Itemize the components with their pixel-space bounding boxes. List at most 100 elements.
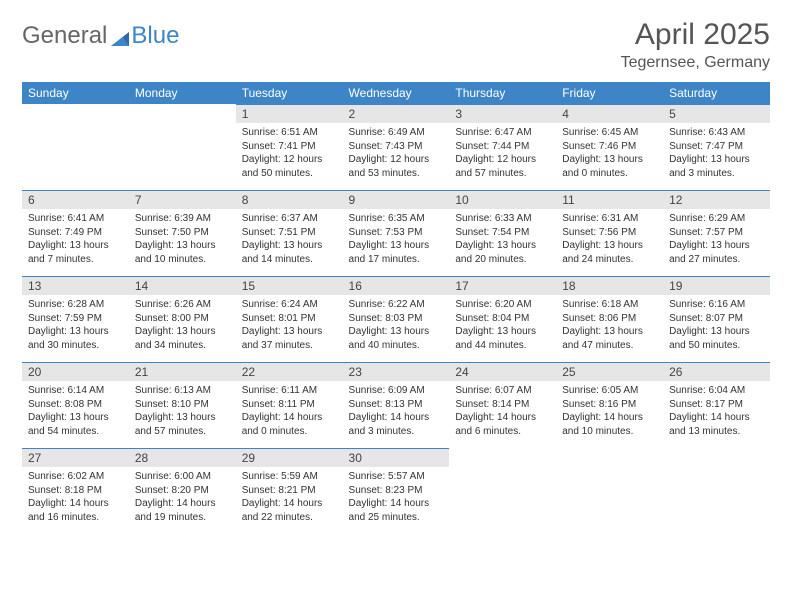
- day-details: Sunrise: 6:51 AMSunset: 7:41 PMDaylight:…: [236, 123, 343, 182]
- sunrise-line: Sunrise: 6:33 AM: [455, 212, 550, 226]
- sunrise-line: Sunrise: 6:02 AM: [28, 470, 123, 484]
- calendar-day-cell: 17Sunrise: 6:20 AMSunset: 8:04 PMDayligh…: [449, 276, 556, 362]
- day-number: 15: [236, 276, 343, 295]
- sunrise-line: Sunrise: 6:11 AM: [242, 384, 337, 398]
- day-details: Sunrise: 6:16 AMSunset: 8:07 PMDaylight:…: [663, 295, 770, 354]
- sunset-line: Sunset: 8:14 PM: [455, 398, 550, 412]
- daylight-line: Daylight: 14 hours and 19 minutes.: [135, 497, 230, 524]
- calendar-day-cell: [663, 448, 770, 534]
- day-number: 23: [343, 362, 450, 381]
- sunset-line: Sunset: 7:41 PM: [242, 140, 337, 154]
- sunrise-line: Sunrise: 6:37 AM: [242, 212, 337, 226]
- sunrise-line: Sunrise: 6:47 AM: [455, 126, 550, 140]
- calendar-day-cell: 9Sunrise: 6:35 AMSunset: 7:53 PMDaylight…: [343, 190, 450, 276]
- day-number: 9: [343, 190, 450, 209]
- calendar-day-cell: 7Sunrise: 6:39 AMSunset: 7:50 PMDaylight…: [129, 190, 236, 276]
- day-number: 26: [663, 362, 770, 381]
- day-number: 30: [343, 448, 450, 467]
- day-number: 2: [343, 104, 450, 123]
- calendar-day-cell: 23Sunrise: 6:09 AMSunset: 8:13 PMDayligh…: [343, 362, 450, 448]
- weekday-header: Wednesday: [343, 82, 450, 104]
- calendar-week-row: 20Sunrise: 6:14 AMSunset: 8:08 PMDayligh…: [22, 362, 770, 448]
- calendar-day-cell: 3Sunrise: 6:47 AMSunset: 7:44 PMDaylight…: [449, 104, 556, 190]
- weekday-header: Tuesday: [236, 82, 343, 104]
- daylight-line: Daylight: 13 hours and 3 minutes.: [669, 153, 764, 180]
- calendar-day-cell: 12Sunrise: 6:29 AMSunset: 7:57 PMDayligh…: [663, 190, 770, 276]
- daylight-line: Daylight: 14 hours and 22 minutes.: [242, 497, 337, 524]
- daylight-line: Daylight: 13 hours and 14 minutes.: [242, 239, 337, 266]
- weekday-header: Saturday: [663, 82, 770, 104]
- sunset-line: Sunset: 7:50 PM: [135, 226, 230, 240]
- sunrise-line: Sunrise: 6:07 AM: [455, 384, 550, 398]
- daylight-line: Daylight: 13 hours and 0 minutes.: [562, 153, 657, 180]
- day-number: 29: [236, 448, 343, 467]
- day-number: 4: [556, 104, 663, 123]
- sunrise-line: Sunrise: 6:26 AM: [135, 298, 230, 312]
- daylight-line: Daylight: 14 hours and 25 minutes.: [349, 497, 444, 524]
- day-details: Sunrise: 6:35 AMSunset: 7:53 PMDaylight:…: [343, 209, 450, 268]
- day-number: 10: [449, 190, 556, 209]
- daylight-line: Daylight: 13 hours and 50 minutes.: [669, 325, 764, 352]
- daylight-line: Daylight: 13 hours and 20 minutes.: [455, 239, 550, 266]
- day-details: Sunrise: 6:22 AMSunset: 8:03 PMDaylight:…: [343, 295, 450, 354]
- sunset-line: Sunset: 8:23 PM: [349, 484, 444, 498]
- sunrise-line: Sunrise: 6:18 AM: [562, 298, 657, 312]
- daylight-line: Daylight: 13 hours and 47 minutes.: [562, 325, 657, 352]
- sunset-line: Sunset: 8:16 PM: [562, 398, 657, 412]
- daylight-line: Daylight: 14 hours and 6 minutes.: [455, 411, 550, 438]
- sunset-line: Sunset: 8:06 PM: [562, 312, 657, 326]
- weekday-header: Monday: [129, 82, 236, 104]
- daylight-line: Daylight: 12 hours and 50 minutes.: [242, 153, 337, 180]
- calendar-day-cell: [556, 448, 663, 534]
- sunrise-line: Sunrise: 6:16 AM: [669, 298, 764, 312]
- day-number: 19: [663, 276, 770, 295]
- sunrise-line: Sunrise: 5:59 AM: [242, 470, 337, 484]
- day-number: 1: [236, 104, 343, 123]
- sunset-line: Sunset: 8:08 PM: [28, 398, 123, 412]
- calendar-day-cell: 14Sunrise: 6:26 AMSunset: 8:00 PMDayligh…: [129, 276, 236, 362]
- daylight-line: Daylight: 14 hours and 13 minutes.: [669, 411, 764, 438]
- sunrise-line: Sunrise: 6:51 AM: [242, 126, 337, 140]
- calendar-week-row: 13Sunrise: 6:28 AMSunset: 7:59 PMDayligh…: [22, 276, 770, 362]
- daylight-line: Daylight: 12 hours and 53 minutes.: [349, 153, 444, 180]
- logo: General Blue: [22, 18, 179, 50]
- day-number: 24: [449, 362, 556, 381]
- sunset-line: Sunset: 8:04 PM: [455, 312, 550, 326]
- day-details: Sunrise: 6:47 AMSunset: 7:44 PMDaylight:…: [449, 123, 556, 182]
- sunrise-line: Sunrise: 6:41 AM: [28, 212, 123, 226]
- sunrise-line: Sunrise: 6:43 AM: [669, 126, 764, 140]
- calendar-week-row: 27Sunrise: 6:02 AMSunset: 8:18 PMDayligh…: [22, 448, 770, 534]
- day-number: 27: [22, 448, 129, 467]
- calendar-day-cell: 2Sunrise: 6:49 AMSunset: 7:43 PMDaylight…: [343, 104, 450, 190]
- day-number: 22: [236, 362, 343, 381]
- day-number: 17: [449, 276, 556, 295]
- day-number: 13: [22, 276, 129, 295]
- calendar-week-row: 6Sunrise: 6:41 AMSunset: 7:49 PMDaylight…: [22, 190, 770, 276]
- calendar-day-cell: 11Sunrise: 6:31 AMSunset: 7:56 PMDayligh…: [556, 190, 663, 276]
- day-details: Sunrise: 6:07 AMSunset: 8:14 PMDaylight:…: [449, 381, 556, 440]
- sunset-line: Sunset: 7:43 PM: [349, 140, 444, 154]
- sunset-line: Sunset: 8:10 PM: [135, 398, 230, 412]
- sunset-line: Sunset: 8:01 PM: [242, 312, 337, 326]
- weekday-row: SundayMondayTuesdayWednesdayThursdayFrid…: [22, 82, 770, 104]
- day-details: Sunrise: 6:39 AMSunset: 7:50 PMDaylight:…: [129, 209, 236, 268]
- day-details: Sunrise: 5:59 AMSunset: 8:21 PMDaylight:…: [236, 467, 343, 526]
- sunset-line: Sunset: 8:13 PM: [349, 398, 444, 412]
- calendar-day-cell: 22Sunrise: 6:11 AMSunset: 8:11 PMDayligh…: [236, 362, 343, 448]
- logo-sail-icon: [109, 27, 131, 45]
- calendar-day-cell: 21Sunrise: 6:13 AMSunset: 8:10 PMDayligh…: [129, 362, 236, 448]
- calendar-day-cell: 8Sunrise: 6:37 AMSunset: 7:51 PMDaylight…: [236, 190, 343, 276]
- sunset-line: Sunset: 7:51 PM: [242, 226, 337, 240]
- sunrise-line: Sunrise: 5:57 AM: [349, 470, 444, 484]
- title-block: April 2025 Tegernsee, Germany: [621, 18, 770, 72]
- location: Tegernsee, Germany: [621, 54, 770, 72]
- sunrise-line: Sunrise: 6:31 AM: [562, 212, 657, 226]
- day-details: Sunrise: 6:28 AMSunset: 7:59 PMDaylight:…: [22, 295, 129, 354]
- daylight-line: Daylight: 13 hours and 54 minutes.: [28, 411, 123, 438]
- day-number: 14: [129, 276, 236, 295]
- logo-text-general: General: [22, 22, 107, 50]
- day-number: 3: [449, 104, 556, 123]
- calendar-day-cell: 25Sunrise: 6:05 AMSunset: 8:16 PMDayligh…: [556, 362, 663, 448]
- daylight-line: Daylight: 13 hours and 7 minutes.: [28, 239, 123, 266]
- day-number: 28: [129, 448, 236, 467]
